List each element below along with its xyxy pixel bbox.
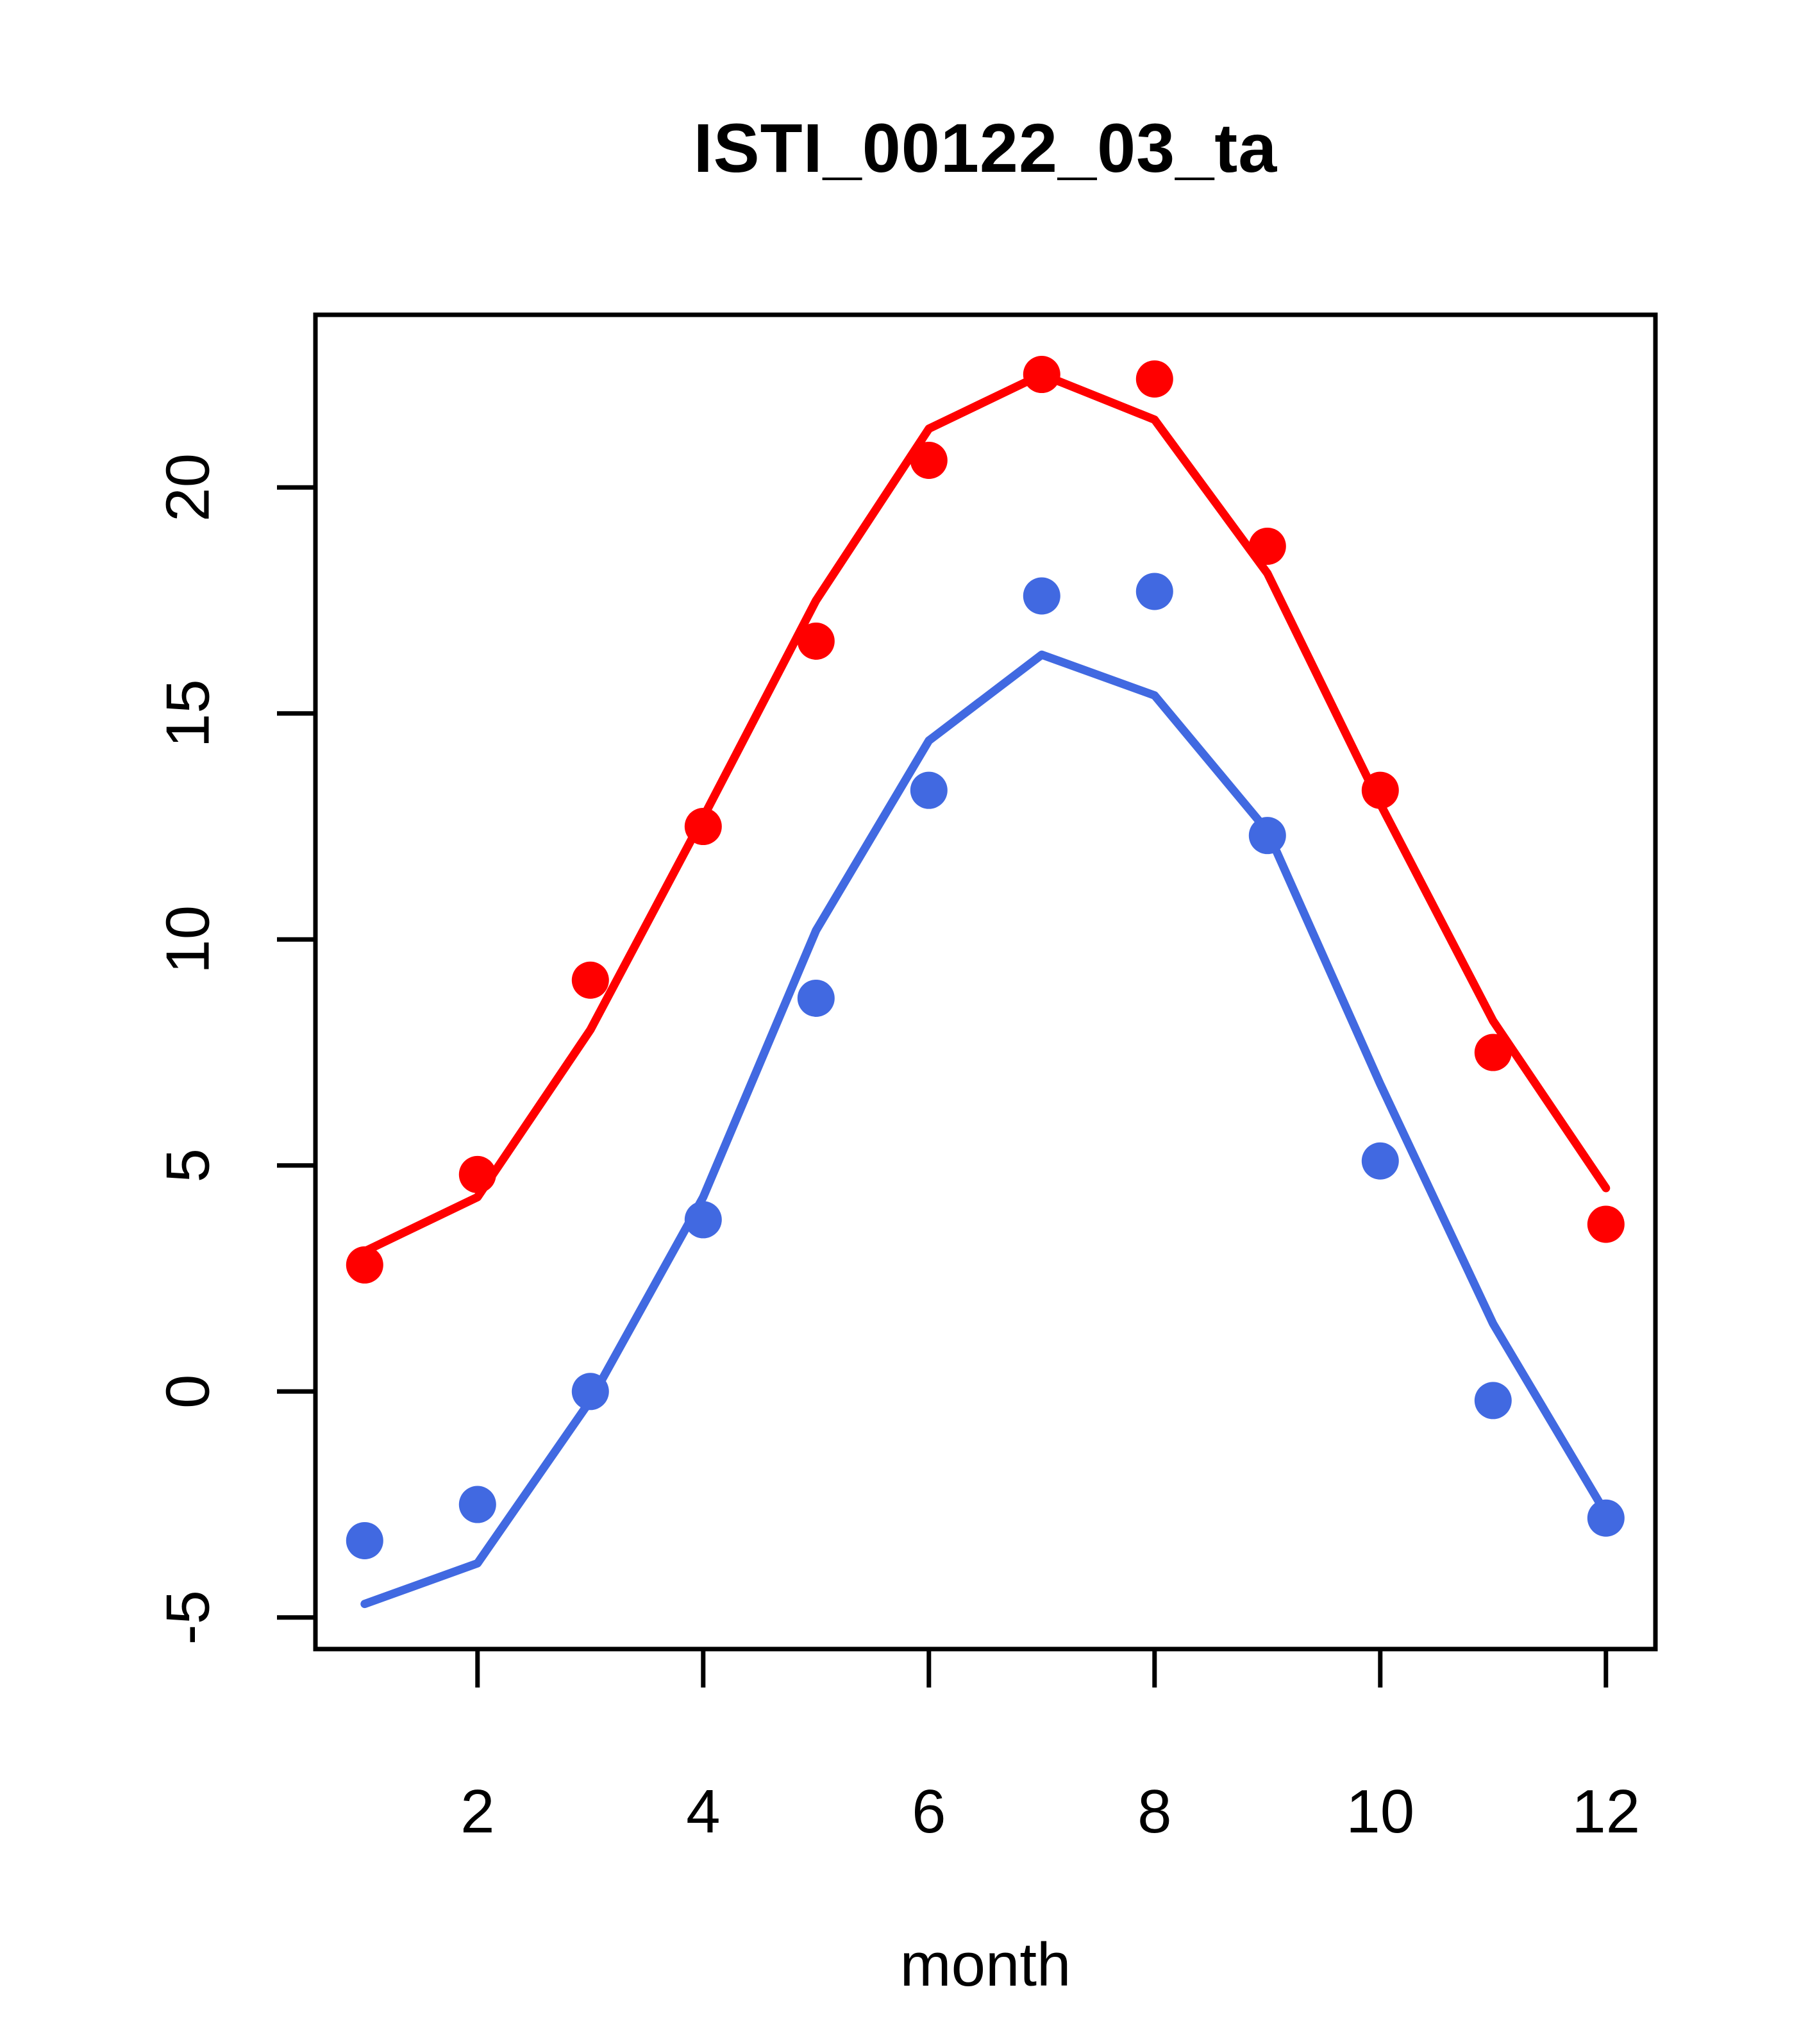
- y-axis-tick-label: 5: [153, 1148, 222, 1182]
- x-axis-tick-label: 8: [1137, 1777, 1171, 1846]
- blue-point-month-7: [1023, 577, 1060, 615]
- blue-point-month-11: [1474, 1382, 1512, 1420]
- x-axis-tick-label: 2: [460, 1777, 494, 1846]
- x-axis-tick-label: 12: [1571, 1777, 1640, 1846]
- blue-point-month-8: [1135, 573, 1173, 610]
- blue-line: [360, 650, 1611, 1609]
- red-point-month-12: [1587, 1205, 1625, 1243]
- blue-point-month-5: [797, 979, 835, 1017]
- blue-point-month-4: [684, 1201, 722, 1239]
- x-axis-label: month: [900, 1931, 1071, 1999]
- x-axis-tick-label: 10: [1346, 1777, 1414, 1846]
- blue-point-month-1: [346, 1521, 383, 1559]
- y-axis-tick-label: 20: [153, 453, 222, 522]
- blue-point-month-3: [571, 1373, 609, 1411]
- blue-point-month-6: [910, 771, 948, 809]
- plot-box: [313, 312, 1658, 1652]
- blue-point-month-10: [1361, 1142, 1399, 1180]
- red-point-month-4: [684, 808, 722, 846]
- red-line: [360, 370, 1611, 1256]
- red-point-month-1: [346, 1246, 383, 1284]
- red-point-month-11: [1474, 1034, 1512, 1071]
- blue-point-month-9: [1248, 817, 1286, 855]
- x-axis-tick-label: 6: [912, 1777, 946, 1846]
- y-axis-tick-label: 10: [153, 905, 222, 974]
- chart-title: ISTI_00122_03_ta: [693, 109, 1278, 187]
- red-point-month-2: [458, 1155, 496, 1193]
- red-point-month-3: [571, 961, 609, 999]
- red-point-month-8: [1135, 360, 1173, 398]
- y-axis-tick-label: -5: [153, 1590, 222, 1645]
- y-axis-tick-label: 15: [153, 679, 222, 748]
- blue-point-month-2: [458, 1486, 496, 1523]
- red-point-month-9: [1248, 527, 1286, 565]
- blue-point-month-12: [1587, 1499, 1625, 1537]
- red-point-month-5: [797, 623, 835, 660]
- red-point-month-10: [1361, 771, 1399, 809]
- x-axis-tick-label: 4: [686, 1777, 720, 1846]
- y-axis-tick-label: 0: [153, 1375, 222, 1409]
- red-point-month-6: [910, 442, 948, 479]
- red-point-month-7: [1023, 356, 1060, 394]
